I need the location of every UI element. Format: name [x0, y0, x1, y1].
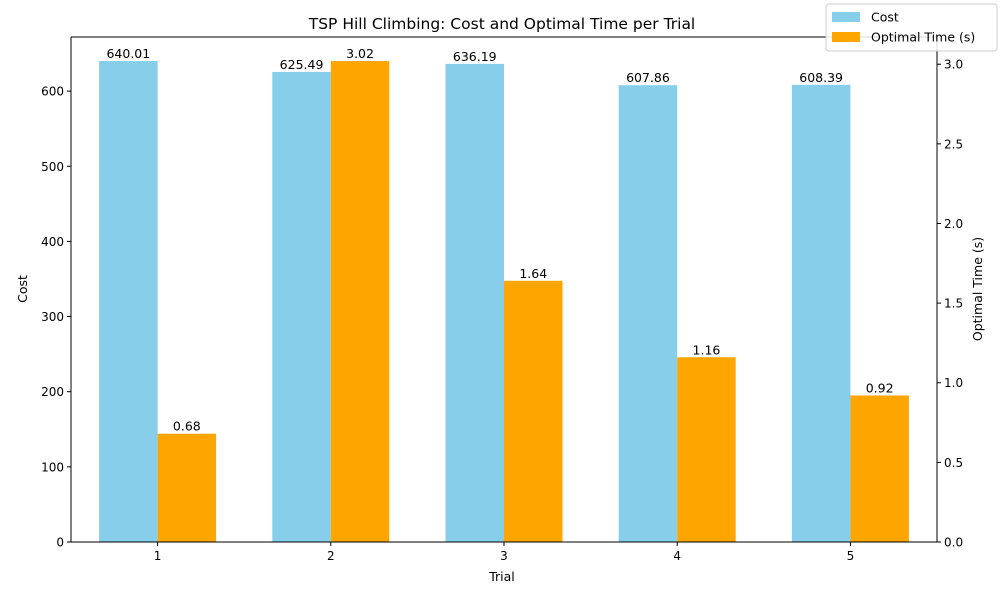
y-tick-label-right: 1.0 [944, 376, 963, 390]
cost-value-label: 636.19 [453, 49, 497, 64]
chart-title: TSP Hill Climbing: Cost and Optimal Time… [308, 15, 696, 33]
legend: Cost Optimal Time (s) [825, 3, 998, 52]
y-tick-label-left: 0 [56, 536, 64, 550]
y-tick-label-left: 600 [41, 85, 64, 99]
x-tick-label: 4 [673, 549, 681, 563]
time-value-label: 3.02 [346, 46, 374, 61]
y-tick-label-right: 0.0 [944, 536, 963, 550]
cost-bar [445, 63, 504, 542]
legend-box [825, 3, 998, 52]
cost-bar [618, 85, 678, 543]
y-tick-label-right: 0.5 [944, 456, 963, 470]
time-value-label: 1.64 [519, 266, 547, 281]
x-axis-label: Trial [488, 569, 515, 584]
time-bar [850, 395, 909, 542]
y-axis-label-right: Optimal Time (s) [970, 237, 985, 341]
y-axis-label-left: Cost [15, 275, 30, 303]
legend-swatch [832, 12, 860, 22]
x-tick-label: 1 [154, 549, 162, 563]
cost-bar [272, 71, 331, 542]
cost-bar [99, 61, 158, 543]
time-bar [677, 357, 736, 542]
time-bar [504, 280, 563, 542]
cost-value-label: 608.39 [799, 70, 843, 85]
y-tick-label-right: 2.0 [944, 217, 963, 231]
bars-layer [99, 61, 909, 543]
y-tick-label-right: 1.5 [944, 297, 963, 311]
y-tick-label-right: 3.0 [944, 58, 963, 72]
time-bar [330, 61, 390, 543]
time-value-label: 0.92 [866, 380, 894, 395]
x-tick-label: 3 [500, 549, 508, 563]
legend-label: Cost [871, 10, 899, 25]
y-tick-label-left: 300 [41, 310, 64, 324]
cost-bar [791, 84, 851, 542]
cost-value-label: 607.86 [626, 70, 670, 85]
time-value-label: 1.16 [693, 342, 721, 357]
y-tick-label-left: 500 [41, 160, 64, 174]
y-tick-label-left: 400 [41, 235, 64, 249]
data-labels-layer: 640.01 625.49 636.19 607.86 608.39 0.68 3.02 1.… [106, 46, 893, 434]
y-tick-label-left: 100 [41, 460, 64, 474]
x-tick-label: 2 [327, 549, 335, 563]
time-bar [157, 433, 217, 542]
y-tick-label-left: 200 [41, 385, 64, 399]
time-value-label: 0.68 [173, 419, 201, 434]
y-tick-label-right: 2.5 [944, 137, 963, 151]
legend-label: Optimal Time (s) [871, 30, 975, 45]
cost-value-label: 625.49 [280, 57, 324, 72]
legend-swatch [832, 32, 860, 42]
axes-layer: 0 100 200 300 400 500 600 0.0 0.5 1.0 1.5 2.0 2.5 3.0… [41, 36, 963, 563]
cost-value-label: 640.01 [106, 46, 150, 61]
x-tick-label: 5 [847, 549, 855, 563]
